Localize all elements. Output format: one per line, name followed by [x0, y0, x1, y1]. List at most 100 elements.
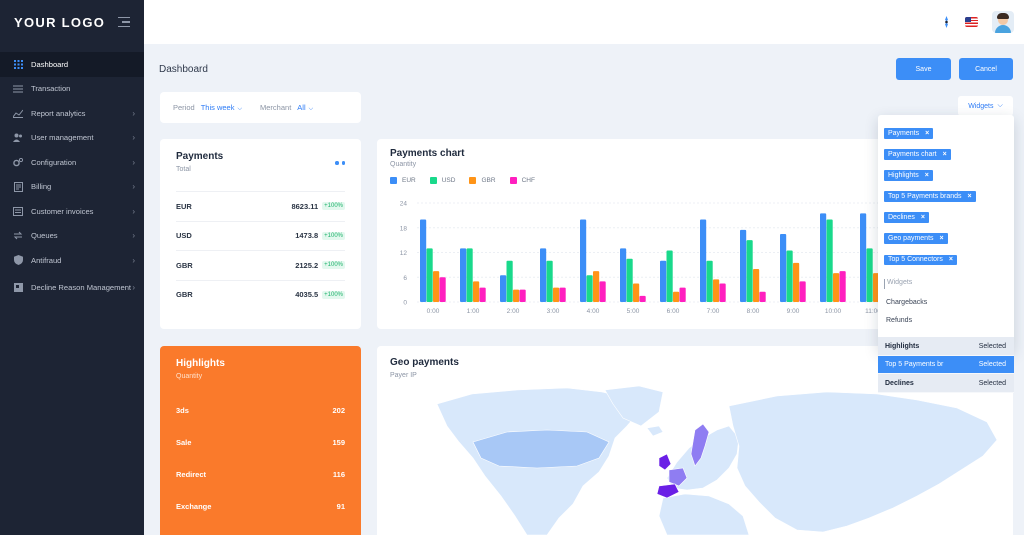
- payments-change-badge: +100%: [322, 290, 345, 299]
- map-scandinavia[interactable]: [690, 423, 710, 467]
- widget-tag: Geo payments ×: [884, 233, 948, 244]
- menu-toggle-icon[interactable]: [118, 16, 130, 28]
- map-uk[interactable]: [658, 453, 672, 471]
- sidebar-item-report-analytics[interactable]: Report analytics ›: [0, 101, 144, 126]
- x-tick-label: 3:00: [547, 308, 560, 315]
- bar-eur: [420, 219, 427, 302]
- legend-label: EUR: [402, 177, 416, 184]
- chart-subtitle: Quantity: [390, 161, 417, 168]
- sidebar-item-customer-invoices[interactable]: Customer invoices ›: [0, 199, 144, 224]
- widget-tag-label: Declines: [888, 214, 915, 222]
- widget-option-chargebacks[interactable]: Chargebacks: [886, 298, 928, 306]
- remove-tag-icon[interactable]: ×: [948, 256, 953, 264]
- us-flag-icon[interactable]: [965, 17, 978, 27]
- highlights-value: 159: [332, 437, 345, 447]
- sidebar-item-label: Queues: [31, 231, 58, 241]
- payments-title: Payments: [176, 151, 224, 162]
- map-africa[interactable]: [658, 493, 750, 535]
- sidebar-item-configuration[interactable]: Configuration ›: [0, 150, 144, 175]
- bar-eur: [500, 275, 507, 302]
- save-button[interactable]: Save: [896, 58, 951, 80]
- sidebar-item-dashboard[interactable]: Dashboard: [0, 52, 144, 77]
- bar-chf: [719, 283, 726, 302]
- sidebar-item-antifraud[interactable]: Antifraud ›: [0, 248, 144, 273]
- remove-tag-icon[interactable]: ×: [920, 214, 925, 222]
- map-iceland[interactable]: [646, 425, 664, 437]
- y-tick-label: 24: [400, 201, 408, 208]
- map-france[interactable]: [668, 467, 688, 487]
- sidebar-item-transaction[interactable]: Transaction: [0, 77, 144, 102]
- legend-item[interactable]: GBR: [469, 177, 496, 184]
- bar-usd: [426, 248, 433, 302]
- sidebar-item-label: Transaction: [31, 84, 71, 94]
- bar-eur: [660, 260, 667, 302]
- widget-tag: Payments ×: [884, 128, 934, 139]
- bar-gbr: [433, 271, 440, 302]
- legend-item[interactable]: USD: [429, 177, 455, 184]
- legend-item[interactable]: CHF: [509, 177, 535, 184]
- map-greenland[interactable]: [604, 385, 664, 427]
- selected-widget-row[interactable]: Highlights Selected: [878, 337, 1014, 356]
- avatar[interactable]: [992, 11, 1014, 33]
- sidebar-item-user-management[interactable]: User management ›: [0, 126, 144, 151]
- selected-widget-row[interactable]: Declines Selected: [878, 374, 1014, 393]
- bar-chf: [519, 289, 526, 302]
- remove-tag-icon[interactable]: ×: [925, 130, 930, 137]
- legend-swatch-gbr: [469, 177, 477, 184]
- sidebar-item-label: Antifraud: [31, 255, 62, 265]
- highlights-value: 91: [336, 501, 345, 511]
- x-tick-label: 1:00: [467, 308, 480, 315]
- bar-gbr: [473, 281, 480, 302]
- period-select[interactable]: This week ⌵: [201, 103, 242, 113]
- bar-usd: [826, 219, 833, 302]
- bar-usd: [626, 258, 633, 302]
- sidebar-item-billing[interactable]: Billing ›: [0, 175, 144, 200]
- sidebar-item-decline-reason-management[interactable]: Decline Reason Management ›: [0, 273, 144, 303]
- map-spain[interactable]: [656, 483, 680, 499]
- remove-tag-icon[interactable]: ×: [924, 172, 929, 180]
- payments-subtitle: Total: [176, 166, 191, 173]
- bar-gbr: [513, 289, 520, 302]
- bar-chf: [559, 287, 566, 302]
- legend-swatch-chf: [509, 177, 517, 184]
- payments-currency: EUR: [176, 201, 192, 211]
- selected-widget-row[interactable]: Top 5 Payments br Selected: [878, 355, 1014, 375]
- merchant-select[interactable]: All ⌵: [297, 103, 313, 113]
- logo: YOUR LOGO: [14, 14, 106, 30]
- remove-tag-icon[interactable]: ×: [967, 193, 972, 201]
- filters-bar: Period This week ⌵ Merchant All ⌵: [160, 92, 361, 123]
- widgets-tags: Payments × Payments chart × Highlights × To…: [878, 115, 1014, 269]
- x-tick-label: 2:00: [507, 308, 520, 315]
- widget-option-refunds[interactable]: Refunds: [886, 316, 913, 324]
- sidebar-item-label: Configuration: [31, 157, 77, 167]
- widget-tag: Payments chart ×: [884, 149, 951, 160]
- widgets-dropdown-button[interactable]: Widgets ⌵: [958, 96, 1013, 116]
- bar-chf: [439, 277, 446, 302]
- map-canada-highlight[interactable]: [472, 429, 610, 469]
- bar-chf: [639, 295, 646, 302]
- geo-subtitle: Payer IP: [390, 372, 417, 379]
- legend-item[interactable]: EUR: [390, 177, 416, 184]
- map-asia[interactable]: [728, 391, 998, 533]
- top-icons: [942, 11, 1014, 33]
- payments-row: GBR 2125.2 +100%: [176, 250, 345, 280]
- highlights-value: 202: [332, 405, 345, 415]
- bar-usd: [586, 275, 593, 302]
- more-options-icon[interactable]: [335, 161, 345, 165]
- payments-list: EUR 8623.11 +100% USD 1473.8 +100% GBR 2…: [176, 191, 345, 309]
- bar-eur: [580, 219, 587, 302]
- cancel-button[interactable]: Cancel: [959, 58, 1013, 80]
- sidebar-item-label: Customer invoices: [31, 206, 94, 216]
- widget-tag-label: Top 5 Connectors: [888, 256, 943, 264]
- sidebar-item-queues[interactable]: Queues ›: [0, 224, 144, 249]
- widgets-search-input[interactable]: Widgets: [884, 279, 1014, 290]
- sparkle-icon[interactable]: [942, 16, 951, 28]
- invoice-icon: [13, 206, 23, 216]
- chevron-right-icon: ›: [132, 231, 135, 241]
- bar-usd: [466, 248, 473, 302]
- remove-tag-icon[interactable]: ×: [939, 235, 944, 243]
- payments-row: GBR 4035.5 +100%: [176, 279, 345, 310]
- highlights-row: Redirect 116: [176, 458, 345, 490]
- bar-usd: [786, 250, 793, 302]
- remove-tag-icon[interactable]: ×: [942, 151, 947, 159]
